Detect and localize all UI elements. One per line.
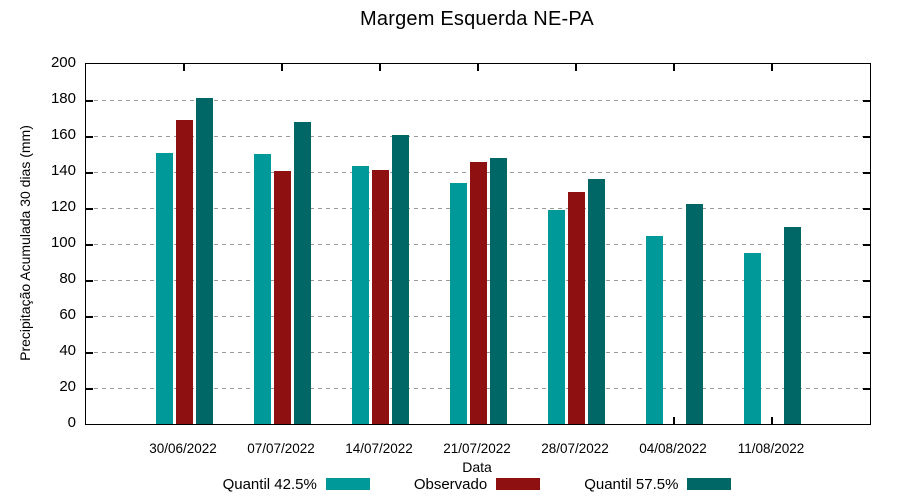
bar: [645, 235, 663, 424]
bar: [351, 165, 369, 424]
y-tick-right: [863, 280, 870, 282]
y-tick-label: 0: [67, 414, 76, 431]
x-tick-top: [771, 64, 773, 71]
y-tick-label: 140: [50, 162, 76, 179]
x-tick-label: 07/07/2022: [247, 441, 315, 456]
y-tick-left: [86, 208, 93, 210]
x-tick-top: [379, 64, 381, 71]
legend-entry: Observado: [413, 475, 541, 493]
bar: [587, 179, 605, 424]
x-tick-label: 04/08/2022: [639, 441, 707, 456]
bar: [371, 170, 389, 424]
gridline-180: [86, 100, 870, 101]
y-tick-right: [863, 388, 870, 390]
x-tick-top: [183, 64, 185, 71]
bar: [743, 253, 761, 424]
bar: [567, 191, 585, 424]
y-tick-left: [86, 280, 93, 282]
legend-entry: Quantil 42.5%: [223, 476, 370, 493]
legend-label: Quantil 42.5%: [222, 475, 317, 493]
bar: [391, 135, 409, 424]
x-axis-title: Data: [462, 459, 492, 475]
bar: [253, 154, 271, 424]
legend-swatch: [496, 478, 541, 490]
y-tick-label: 100: [50, 234, 76, 251]
bar: [469, 162, 487, 424]
y-tick-right: [863, 244, 870, 246]
y-tick-left: [86, 352, 93, 354]
bar: [783, 226, 801, 424]
legend-swatch: [687, 478, 732, 490]
y-tick-right: [863, 172, 870, 174]
y-tick-left: [86, 316, 93, 318]
legend-label: Quantil 57.5%: [584, 475, 679, 493]
y-tick-right: [863, 136, 870, 138]
bar: [195, 98, 213, 424]
x-tick-bottom: [771, 417, 773, 424]
bar: [547, 209, 565, 424]
y-tick-label: 40: [59, 342, 76, 359]
bar: [155, 153, 173, 424]
bar: [175, 119, 193, 424]
y-tick-left: [86, 172, 93, 174]
gridline-160: [86, 136, 870, 137]
y-tick-right: [863, 316, 870, 318]
x-tick-label: 30/06/2022: [149, 441, 217, 456]
chart-title: Margem Esquerda NE-PA: [360, 8, 594, 30]
x-tick-top: [281, 64, 283, 71]
bar: [293, 121, 311, 424]
x-tick-bottom: [673, 417, 675, 424]
plot-area: [85, 63, 871, 425]
y-tick-right: [863, 352, 870, 354]
y-tick-label: 80: [59, 270, 76, 287]
legend: Quantil 42.5% Observado Quantil 57.5%: [85, 475, 869, 493]
y-tick-left: [86, 388, 93, 390]
x-tick-label: 11/08/2022: [737, 441, 805, 456]
x-tick-top: [673, 64, 675, 71]
legend-entry: Quantil 57.5%: [584, 475, 732, 493]
x-tick-label: 14/07/2022: [345, 441, 413, 456]
y-tick-left: [86, 244, 93, 246]
bar: [273, 171, 291, 424]
y-tick-left: [86, 136, 93, 138]
y-tick-label: 160: [50, 126, 76, 143]
y-tick-label: 60: [59, 306, 76, 323]
y-tick-right: [863, 100, 870, 102]
y-tick-label: 120: [50, 198, 76, 215]
bar: [685, 203, 703, 424]
legend-label: Observado: [413, 475, 488, 493]
y-tick-label: 20: [59, 378, 76, 395]
y-tick-right: [863, 208, 870, 210]
x-tick-label: 28/07/2022: [541, 441, 609, 456]
bar: [489, 157, 507, 424]
legend-swatch: [325, 478, 370, 490]
y-tick-left: [86, 100, 93, 102]
x-tick-top: [477, 64, 479, 71]
y-tick-label: 200: [50, 54, 76, 71]
x-tick-top: [575, 64, 577, 71]
x-tick-label: 21/07/2022: [443, 441, 511, 456]
y-tick-label: 180: [50, 90, 76, 107]
bar: [449, 182, 467, 424]
